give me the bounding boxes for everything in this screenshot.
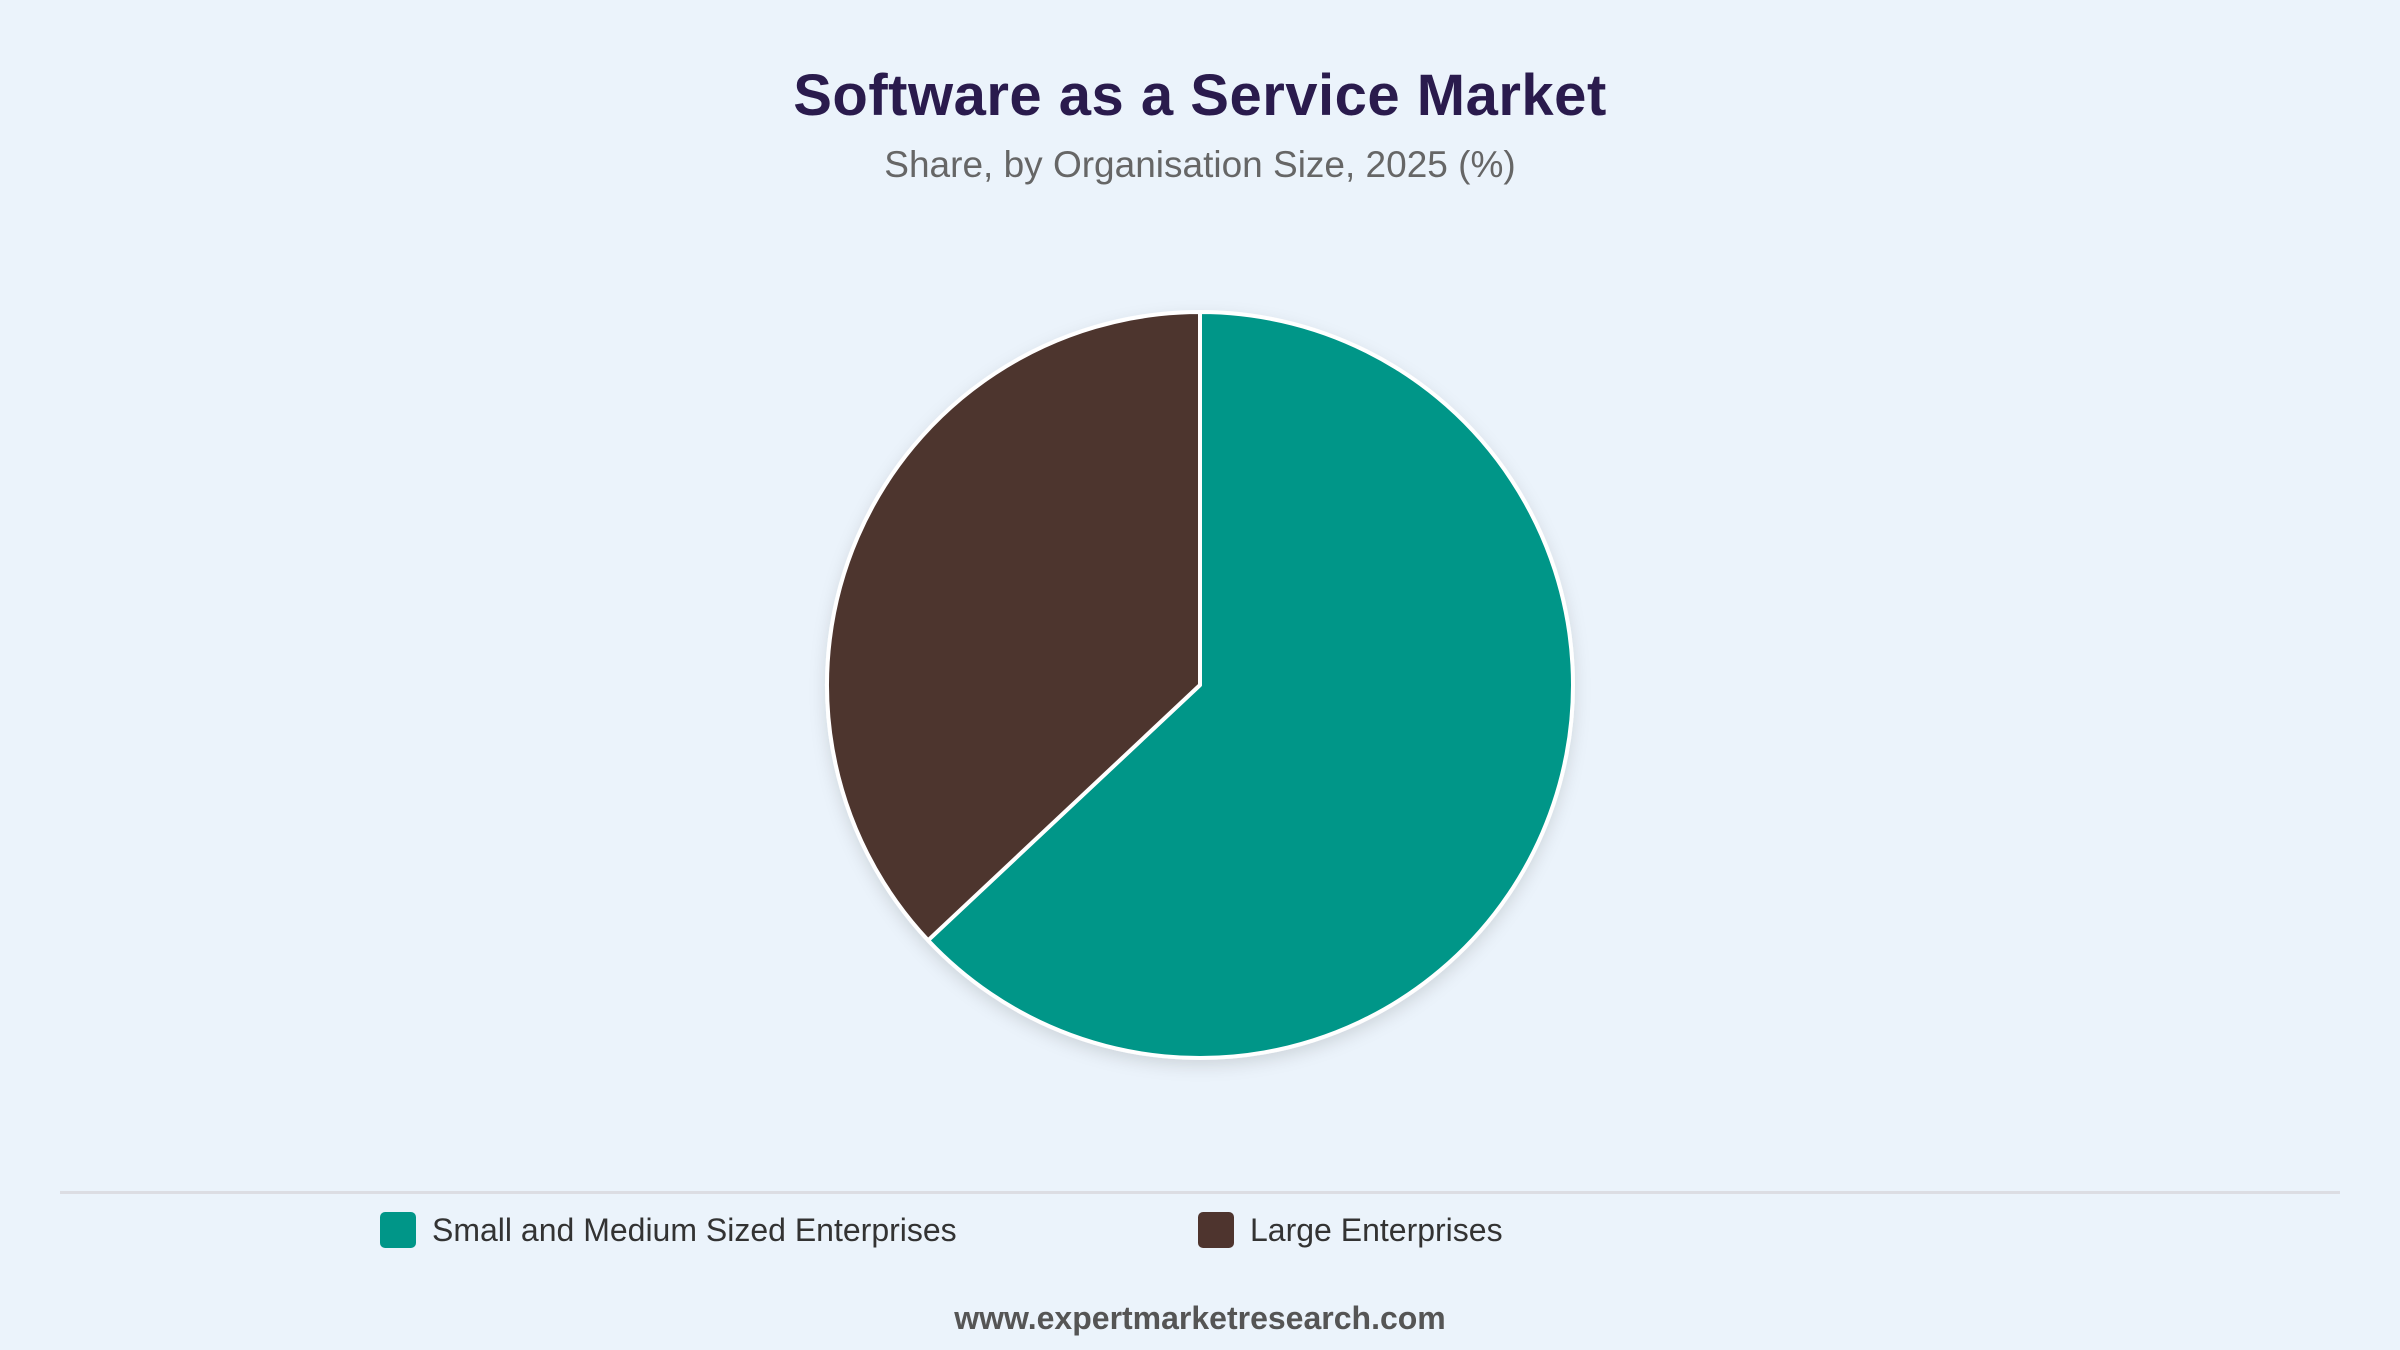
pie-chart <box>825 310 1575 1060</box>
legend-divider <box>60 1191 2340 1194</box>
legend-label-large: Large Enterprises <box>1250 1211 1503 1248</box>
pie-slice-large <box>825 310 1202 943</box>
chart-title: Software as a Service Market <box>793 63 1607 128</box>
source-footer: www.expertmarketresearch.com <box>954 1300 1446 1336</box>
pie-slice-small-medium <box>926 310 1575 1060</box>
legend-item-large: Large Enterprises <box>1198 1210 1503 1250</box>
chart-subtitle: Share, by Organisation Size, 2025 (%) <box>884 144 1516 185</box>
legend-item-small-medium: Small and Medium Sized Enterprises <box>380 1210 957 1250</box>
legend-swatch-small-medium <box>380 1212 416 1248</box>
legend-swatch-large <box>1198 1212 1234 1248</box>
legend-label-small-medium: Small and Medium Sized Enterprises <box>432 1211 957 1248</box>
